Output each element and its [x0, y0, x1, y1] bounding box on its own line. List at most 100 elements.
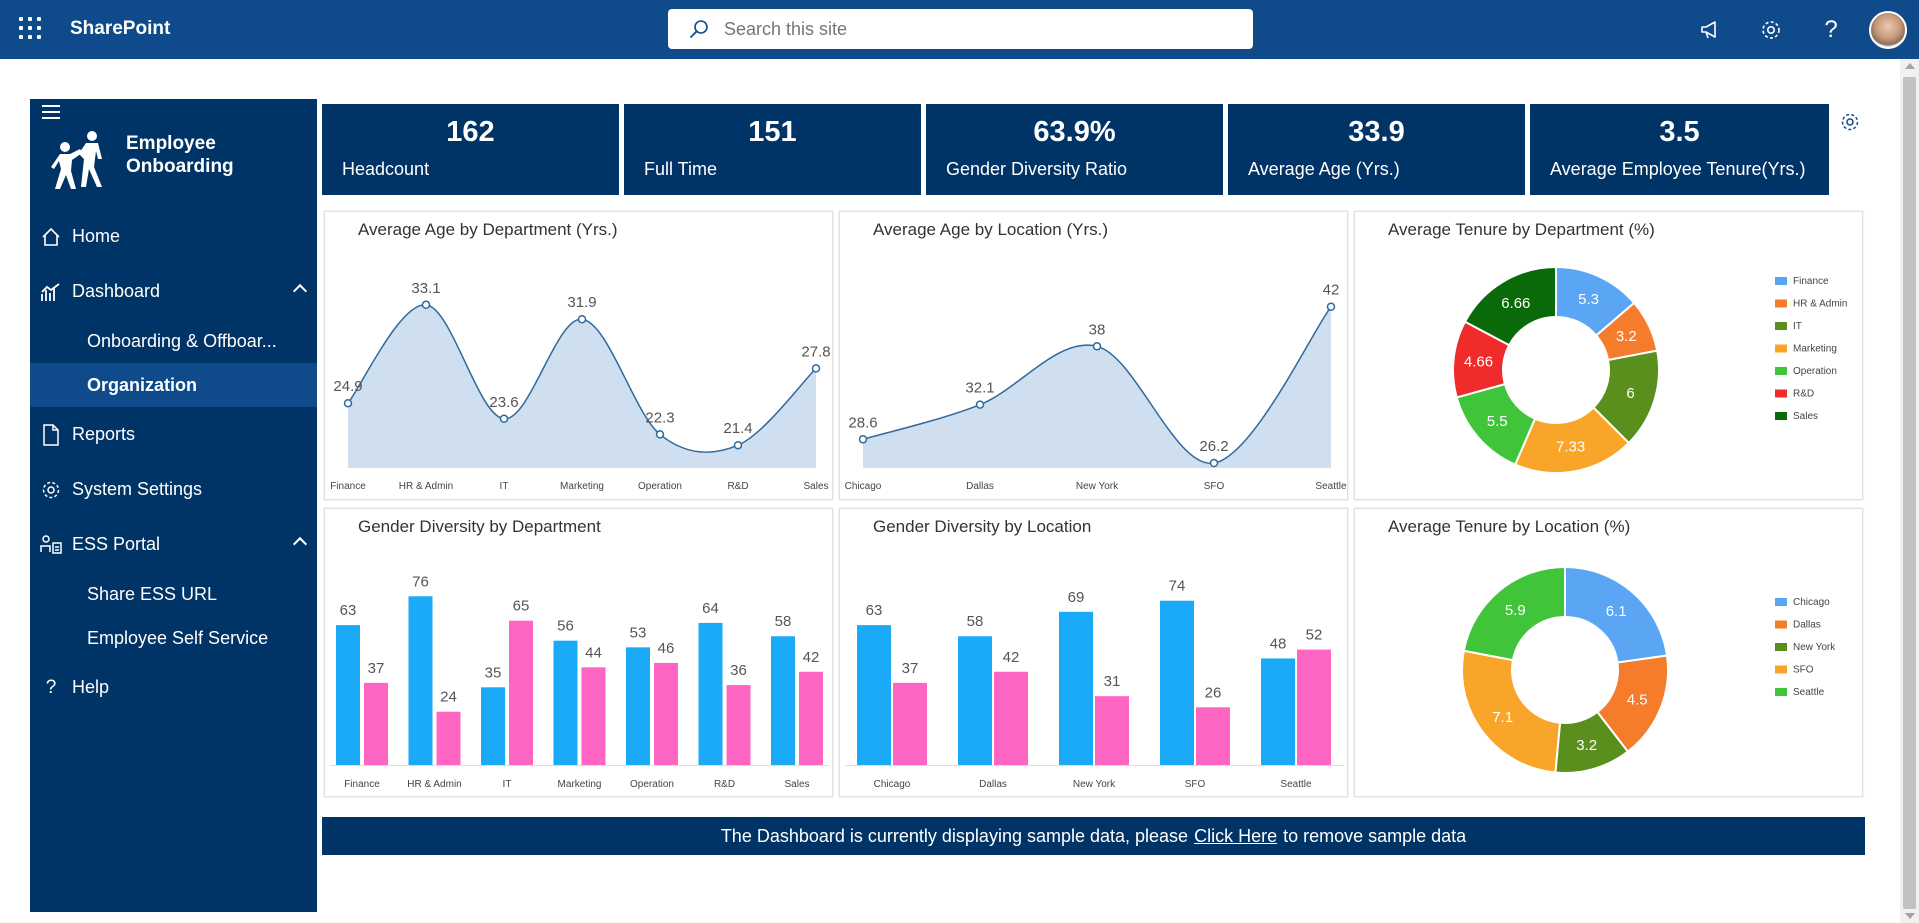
data-label: 46	[658, 640, 675, 657]
area-fill	[863, 306, 1331, 468]
chart-card-tenure-department: Average Tenure by Department (%) 5.3 3.2 6…	[1354, 211, 1863, 500]
chevron-up-icon[interactable]	[292, 536, 308, 552]
x-tick-label: SFO	[1204, 481, 1225, 492]
pie-slice	[1564, 565, 1669, 664]
nav-reports-label: Reports	[72, 424, 136, 444]
nav-home[interactable]: Home	[30, 209, 317, 264]
legend-label: R&D	[1793, 389, 1814, 400]
help-question-icon[interactable]: ?	[1824, 15, 1838, 43]
search-box[interactable]	[668, 9, 1253, 49]
search-input[interactable]	[724, 18, 1224, 40]
legend-swatch	[1775, 367, 1787, 375]
slice-label: 3.2	[1576, 737, 1597, 754]
megaphone-icon[interactable]	[1681, 0, 1741, 59]
data-label: 58	[775, 613, 792, 630]
x-tick-label: R&D	[727, 481, 748, 492]
scroll-down-arrow-icon[interactable]	[1905, 913, 1915, 919]
data-label: 27.8	[801, 343, 830, 360]
x-tick-label: Sales	[784, 779, 809, 790]
data-label: 32.1	[965, 380, 994, 397]
scroll-up-arrow-icon[interactable]	[1905, 63, 1915, 69]
kpi-label: Full Time	[644, 159, 718, 179]
bar	[698, 622, 723, 765]
legend-label: Seattle	[1793, 687, 1825, 698]
data-label: 52	[1306, 627, 1323, 644]
data-point	[858, 435, 868, 444]
chart-card-age-department: Average Age by Department (Yrs.) 24.9 Fin…	[324, 211, 833, 500]
chart-title: Average Age by Department (Yrs.)	[358, 220, 618, 239]
settings-gear-icon[interactable]	[1741, 0, 1801, 59]
slice-label: 4.5	[1627, 691, 1648, 708]
legend-swatch	[1775, 299, 1787, 308]
nav-help[interactable]: ? Help	[30, 660, 317, 715]
x-tick-label: Marketing	[558, 779, 602, 790]
nav-share-ess-url[interactable]: Share ESS URL	[87, 583, 218, 604]
nav-organization[interactable]: Organization	[30, 363, 317, 407]
bar	[726, 685, 751, 765]
data-label: 63	[866, 602, 883, 619]
page-scrollbar[interactable]	[1900, 59, 1919, 923]
chevron-up-icon[interactable]	[292, 283, 308, 299]
logo-line2: Onboarding	[126, 156, 234, 177]
bar	[654, 662, 678, 765]
nav-system-settings[interactable]: System Settings	[30, 462, 317, 517]
bar	[509, 620, 533, 765]
nav-onboarding-offboarding[interactable]: Onboarding & Offboar...	[87, 330, 277, 351]
legend-label: Dallas	[1793, 620, 1821, 631]
data-label: 31	[1104, 673, 1121, 690]
slice-label: 6	[1626, 385, 1634, 402]
nav-employee-self-service[interactable]: Employee Self Service	[87, 627, 269, 648]
legend-swatch	[1775, 643, 1787, 651]
scrollbar-thumb[interactable]	[1903, 77, 1916, 909]
legend-swatch	[1775, 598, 1787, 606]
data-point	[1326, 302, 1336, 311]
chart-gender-location: 63 37 Chicago 58 42 Dallas 69 31 New York 74 26 SFO…	[845, 578, 1344, 790]
bar	[626, 647, 650, 765]
bar	[408, 596, 433, 765]
remove-sample-data-link[interactable]: Click Here	[1194, 825, 1278, 846]
legend-swatch	[1775, 412, 1787, 420]
bar	[1261, 658, 1295, 765]
kpi-label: Average Age (Yrs.)	[1248, 159, 1400, 179]
x-tick-label: Seattle	[1315, 481, 1347, 492]
x-tick-label: Dallas	[966, 481, 994, 492]
x-tick-label: IT	[500, 481, 509, 492]
data-label: 44	[585, 644, 602, 661]
nav-dashboard[interactable]: Dashboard	[30, 264, 317, 319]
nav-reports[interactable]: Reports	[30, 407, 317, 462]
data-label: 53	[630, 624, 647, 641]
logo-line1: Employee	[126, 133, 216, 154]
bar	[1059, 611, 1093, 765]
data-label: 64	[702, 600, 719, 617]
kpi-value: 63.9%	[1033, 116, 1116, 148]
x-tick-label: Chicago	[845, 481, 882, 492]
bar	[436, 711, 461, 765]
chart-title: Average Age by Location (Yrs.)	[873, 220, 1108, 239]
data-label: 74	[1169, 578, 1186, 595]
suite-header: SharePoint ?	[0, 0, 1919, 59]
sidebar-nav: Home Dashboard Onboarding & Offboar... O…	[30, 209, 317, 715]
slice-label: 7.33	[1556, 439, 1585, 456]
hamburger-menu-icon[interactable]	[42, 105, 60, 119]
document-icon	[40, 423, 62, 446]
legend-swatch	[1775, 322, 1787, 330]
app-launcher-icon[interactable]	[19, 17, 41, 39]
bar	[553, 640, 578, 765]
legend-label: IT	[1793, 321, 1802, 332]
brand-name[interactable]: SharePoint	[70, 18, 171, 39]
bar	[994, 671, 1028, 765]
x-tick-label: New York	[1076, 481, 1119, 492]
legend-swatch	[1775, 277, 1787, 285]
kpi-average-tenure: 3.5 Average Employee Tenure(Yrs.)	[1530, 104, 1829, 195]
bar	[771, 636, 795, 765]
data-label: 38	[1089, 321, 1106, 338]
legend-swatch	[1775, 665, 1787, 674]
user-avatar[interactable]	[1869, 10, 1907, 49]
app-logo-text: Employee Onboarding	[126, 132, 234, 178]
kpi-value: 3.5	[1659, 116, 1700, 148]
nav-ess-portal[interactable]: ESS Portal	[30, 517, 317, 572]
bar	[958, 636, 992, 765]
dashboard-settings-gear-icon[interactable]	[1839, 111, 1861, 133]
chart-title: Gender Diversity by Location	[873, 517, 1092, 536]
data-label: 24.9	[333, 378, 362, 395]
